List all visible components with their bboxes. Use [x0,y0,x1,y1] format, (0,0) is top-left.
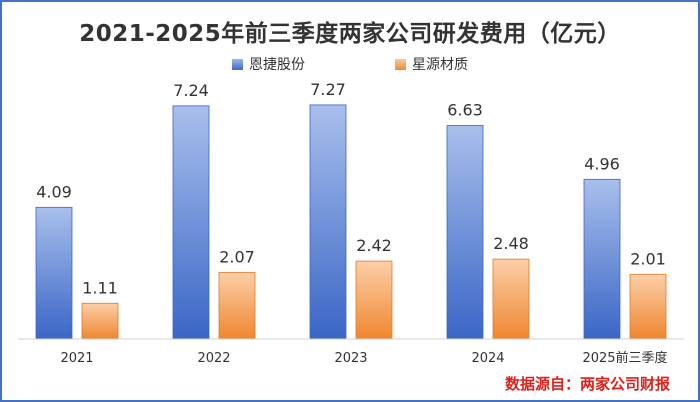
data-label-series2-2022: 2.07 [219,247,255,266]
data-label-series2-2021: 1.11 [82,278,118,297]
data-label-series1-2021: 4.09 [36,182,72,201]
bar-series1-2024 [446,125,484,340]
data-label-series1-2024: 6.63 [447,101,483,120]
data-label-series1-2025前三季度: 4.96 [584,154,620,173]
x-tick-label-2025前三季度: 2025前三季度 [582,350,667,366]
bar-series2-2022 [218,271,256,340]
legend-item-series-1: 恩捷股份 [232,54,305,74]
data-label-series1-2022: 7.24 [173,81,209,100]
legend-label-series-2: 星源材质 [412,57,468,73]
legend-label-series-1: 恩捷股份 [249,57,305,73]
data-label-series2-2024: 2.48 [493,234,529,253]
x-tick-label-2022: 2022 [197,351,230,366]
chart-legend: 恩捷股份 星源材质 [0,54,700,74]
chart-title: 2021-2025年前三季度两家公司研发费用（亿元） [79,21,621,47]
legend-item-series-2: 星源材质 [395,54,468,74]
legend-swatch-series-2 [395,58,406,70]
bar-series2-2024 [492,258,530,340]
legend-swatch-series-1 [232,58,243,70]
bar-series1-2022 [172,105,210,340]
data-label-series2-2025前三季度: 2.01 [630,249,666,268]
x-tick-label-2023: 2023 [334,351,367,366]
bar-series2-2021 [81,302,119,340]
x-tick-label-2021: 2021 [60,351,93,366]
bar-series2-2025前三季度 [629,273,667,340]
bar-series2-2023 [355,260,393,340]
bar-series1-2023 [309,104,347,340]
data-label-series1-2023: 7.27 [310,80,346,99]
data-label-series2-2023: 2.42 [356,236,392,255]
bar-series1-2025前三季度 [583,178,621,340]
x-tick-label-2024: 2024 [471,351,504,366]
bar-series1-2021 [35,206,73,340]
source-note: 数据源自：两家公司财报 [504,375,670,393]
